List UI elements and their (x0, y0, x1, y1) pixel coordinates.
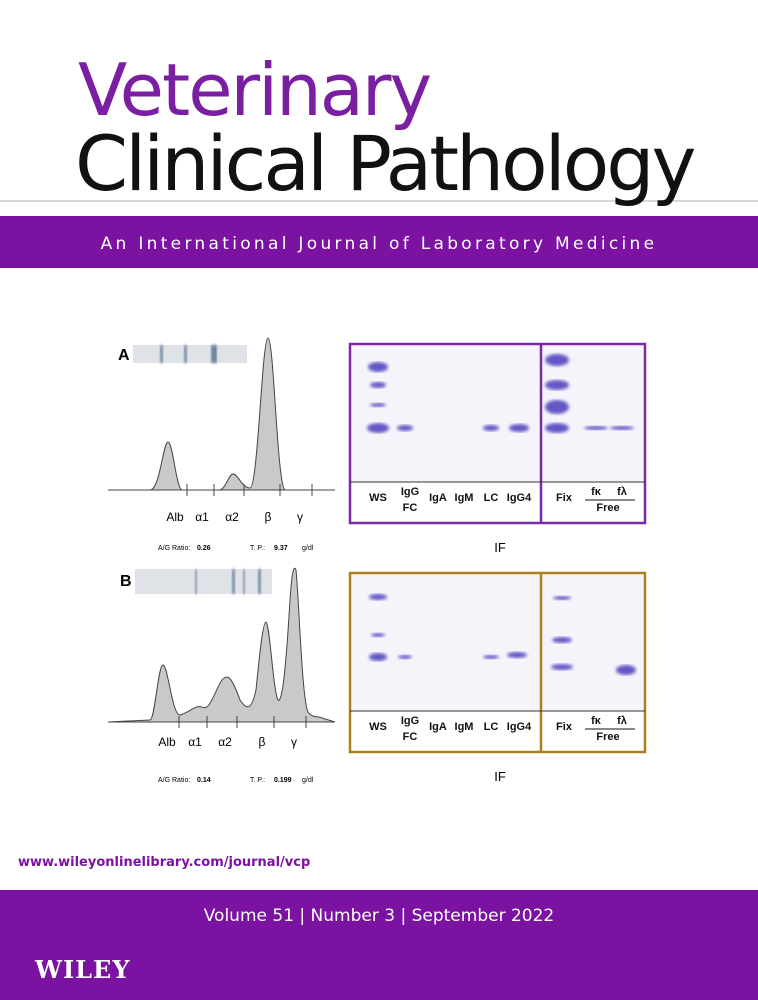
gel-band (553, 596, 571, 600)
lane-label: IgM (455, 721, 474, 733)
strip-band (258, 569, 261, 594)
subtitle: An International Journal of Laboratory M… (101, 234, 658, 254)
strip-band (195, 569, 197, 594)
strip-band (211, 345, 216, 363)
ratio-label: A/G Ratio: (158, 545, 190, 552)
lane-label: IgG4 (507, 492, 532, 504)
lane-label: Fix (556, 492, 573, 504)
peak-label: α1 (188, 735, 202, 749)
gel-strip (135, 569, 272, 594)
lane-label: IgA (429, 492, 447, 504)
lane-label: Fix (556, 721, 573, 733)
gel-caption: IF (494, 769, 506, 784)
gel-strip (133, 345, 247, 363)
tp-unit: g/dl (302, 545, 314, 552)
panel: B Alb α1 α2 β γ A/G Ratio: 0.14 T. P.: 0.199 g/dl W… (107, 567, 647, 784)
gel-band (369, 594, 387, 600)
gel-bg (351, 574, 644, 711)
panel: A Alb α1 α2 β γ A/G Ratio: 0.26 T. P.: 9.37 g/dl WS… (108, 337, 647, 555)
gel-band (398, 655, 412, 659)
tp-label: T. P.: (250, 545, 265, 552)
gel-band (545, 380, 569, 390)
peak-label: β (265, 510, 272, 524)
tp-unit: g/dl (302, 777, 314, 784)
strip-band (184, 345, 187, 363)
gel-band (483, 655, 499, 659)
tp-label: T. P.: (250, 777, 265, 784)
subtitle-band (0, 216, 758, 268)
peak-label: γ (291, 735, 297, 749)
lane-label: fκ (591, 486, 602, 498)
gel-band (509, 424, 529, 432)
gel-frame (348, 571, 647, 754)
peak-label: α2 (218, 735, 232, 749)
peak-label: Alb (166, 510, 184, 524)
gel-band (367, 423, 389, 433)
gel-band (397, 425, 413, 431)
title-line-2: Clinical Pathology (75, 119, 695, 208)
gel-band (368, 362, 388, 372)
gel-frame (348, 342, 647, 525)
lane-sublabel: FC (403, 502, 418, 514)
gel-band (483, 425, 499, 431)
gel-band (551, 664, 573, 670)
title-line-1: Veterinary (78, 48, 430, 132)
tp-value: 9.37 (274, 545, 288, 552)
lane-label: IgG (401, 715, 419, 727)
gel-band (545, 423, 569, 433)
gel-band (369, 653, 387, 661)
lane-sublabel: Free (596, 502, 619, 514)
peak-label: Alb (158, 735, 176, 749)
figure: A Alb α1 α2 β γ A/G Ratio: 0.26 T. P.: 9.37 g/dl WS… (107, 337, 647, 784)
densitometry-curve (108, 337, 330, 491)
lane-label: fλ (617, 715, 627, 727)
publisher: WILEY (34, 955, 130, 984)
lane-label: WS (369, 492, 387, 504)
peak-label: α2 (225, 510, 239, 524)
peak-label: γ (297, 510, 303, 524)
lane-sublabel: Free (596, 731, 619, 743)
lane-label: WS (369, 721, 387, 733)
strip-band (232, 569, 235, 594)
gel-bg (351, 345, 644, 482)
lane-label: IgG4 (507, 721, 532, 733)
panel-label: B (120, 573, 132, 590)
ratio-label: A/G Ratio: (158, 777, 190, 784)
strip-band (160, 345, 163, 363)
gel-band (584, 426, 608, 430)
tp-value: 0.199 (274, 777, 292, 784)
gel-band (610, 426, 634, 430)
lane-label: LC (484, 492, 499, 504)
lane-sublabel: FC (403, 731, 418, 743)
gel-band (545, 354, 569, 366)
gel-band (545, 400, 569, 414)
lane-label: IgG (401, 486, 419, 498)
gel-band (616, 665, 636, 675)
footer-band (0, 890, 758, 1000)
gel-band (371, 633, 385, 637)
gel-band (552, 637, 572, 643)
densitometry-curve (107, 567, 336, 723)
ratio-value: 0.26 (197, 545, 211, 552)
strip-band (243, 569, 245, 594)
issue: Volume 51 | Number 3 | September 2022 (204, 906, 554, 926)
lane-label: LC (484, 721, 499, 733)
ratio-value: 0.14 (197, 777, 211, 784)
gel-caption: IF (494, 540, 506, 555)
gel-band (507, 652, 527, 658)
lane-label: fλ (617, 486, 627, 498)
lane-label: IgM (455, 492, 474, 504)
strip-band (215, 345, 217, 363)
panel-label: A (118, 347, 130, 364)
gel-band (370, 403, 386, 407)
peak-label: β (259, 735, 266, 749)
lane-label: IgA (429, 721, 447, 733)
url[interactable]: www.wileyonlinelibrary.com/journal/vcp (18, 855, 310, 870)
gel-band (370, 382, 386, 388)
peak-label: α1 (195, 510, 209, 524)
lane-label: fκ (591, 715, 602, 727)
